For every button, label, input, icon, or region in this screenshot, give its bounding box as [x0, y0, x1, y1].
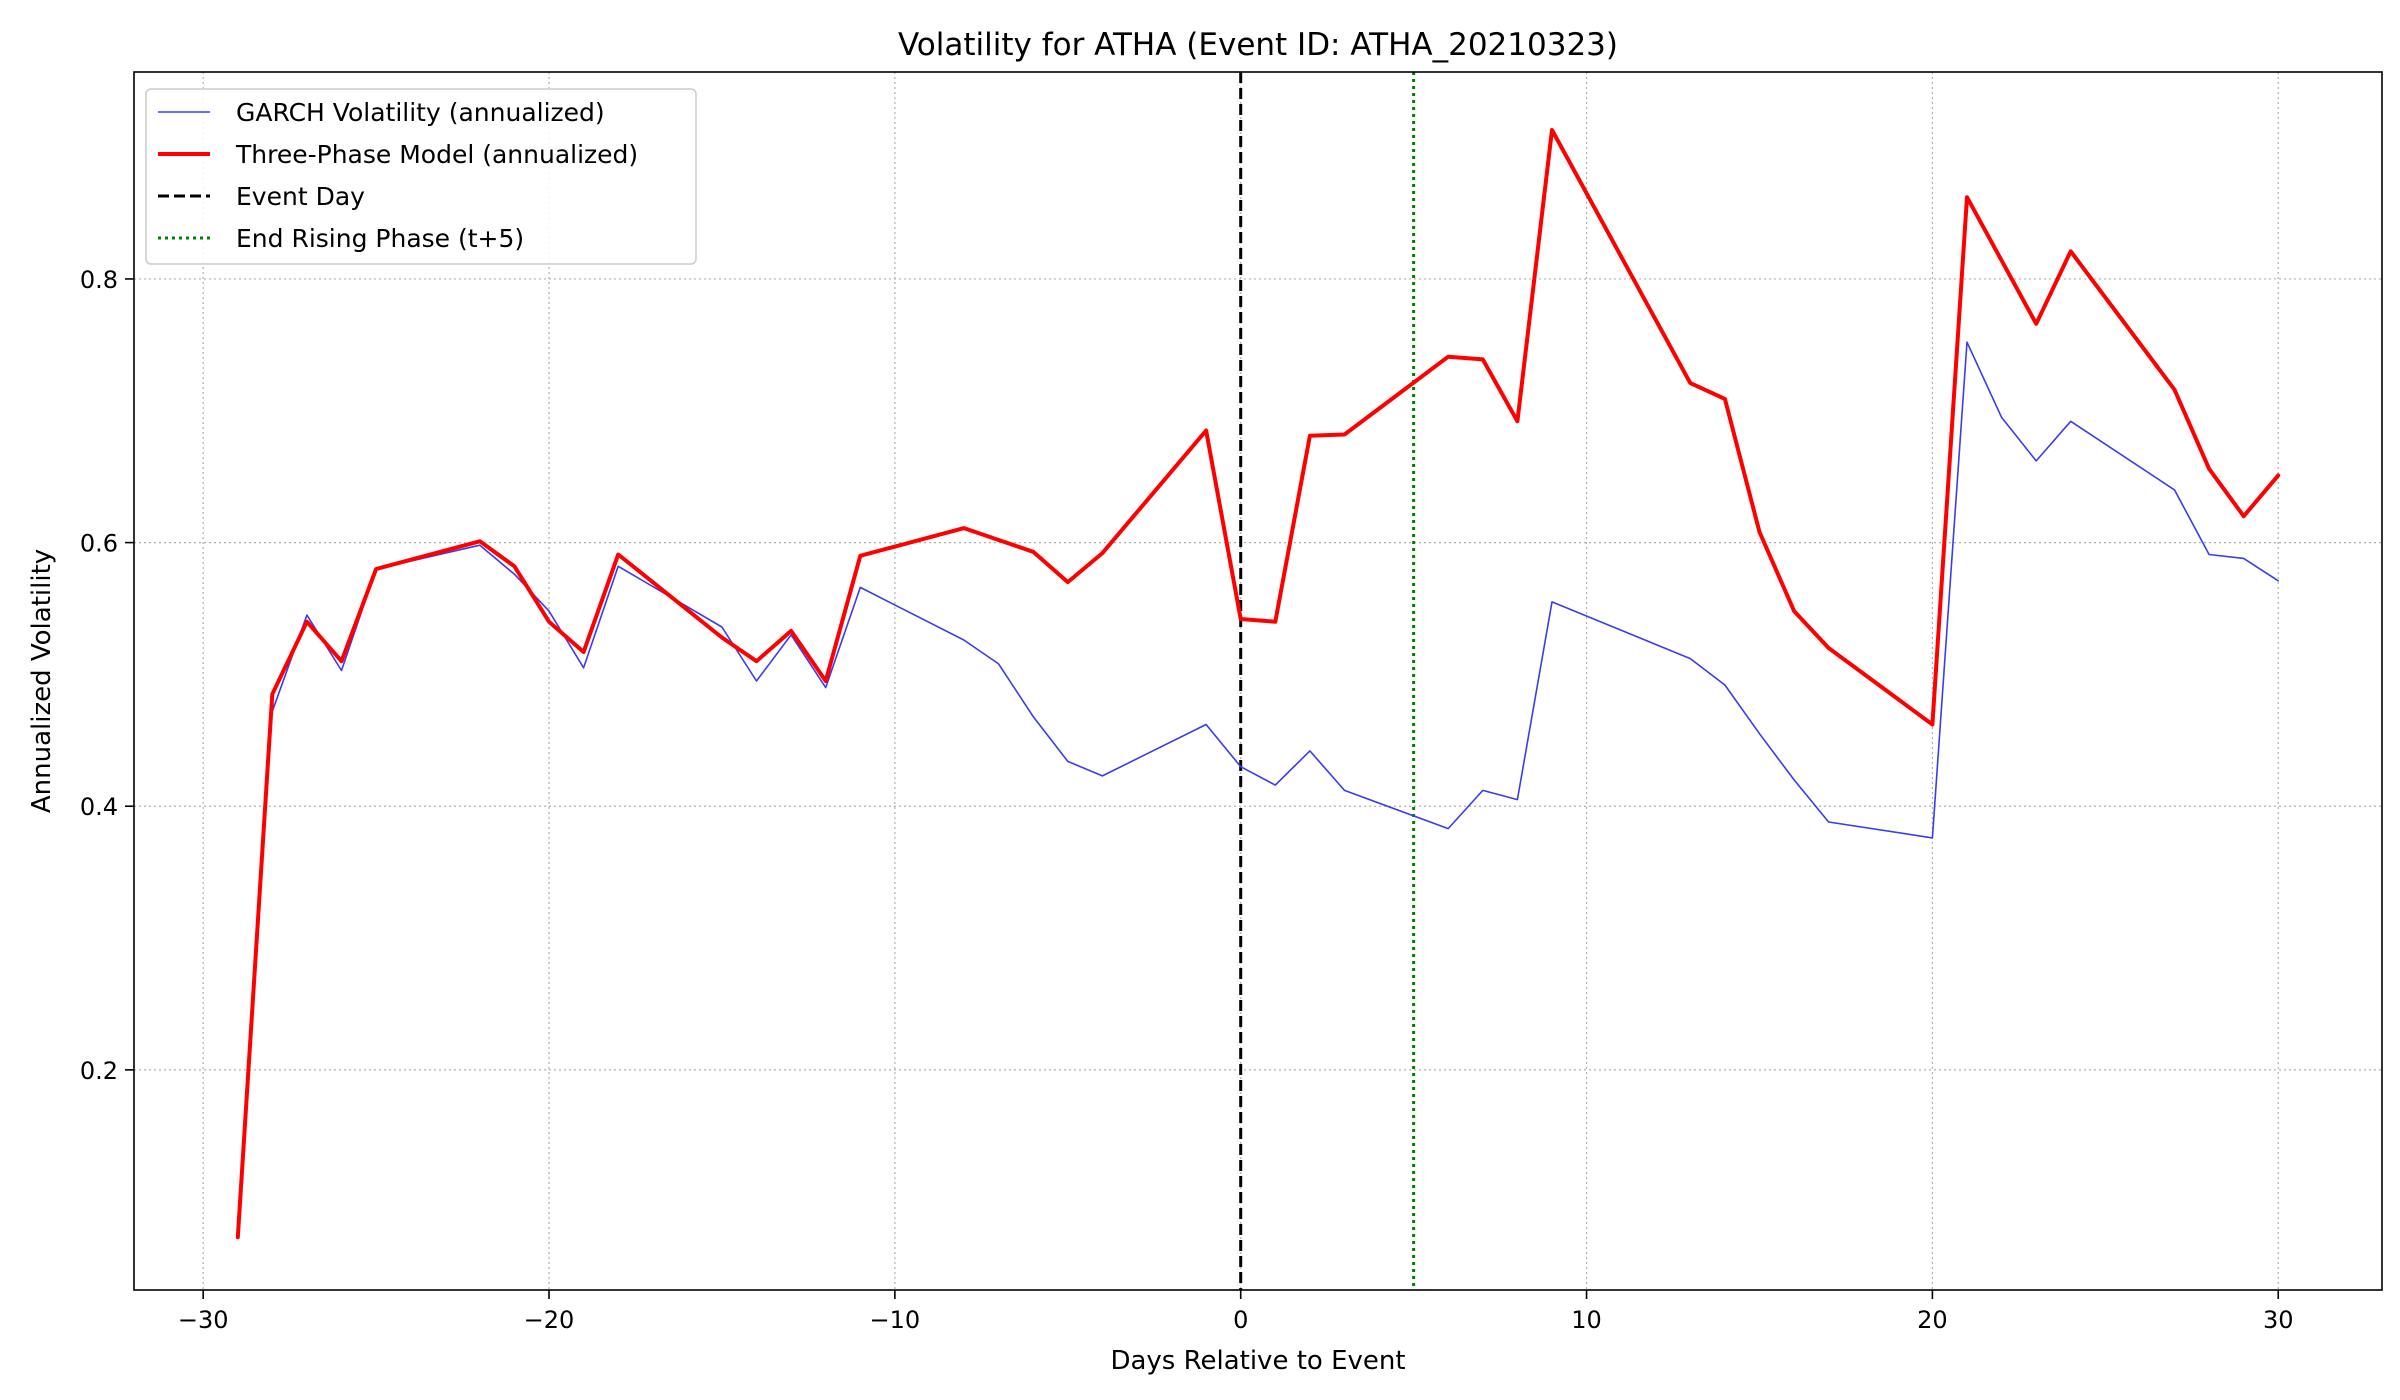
x-axis-label: Days Relative to Event — [1110, 1346, 1405, 1376]
y-axis-label: Annualized Volatility — [27, 549, 57, 813]
y-tick-label: 0.6 — [80, 530, 118, 558]
y-tick-label: 0.8 — [80, 266, 118, 294]
three-phase-model-line — [235, 128, 2281, 1240]
legend-label-event-day: Event Day — [236, 182, 365, 211]
legend-label-end-rising-phase: End Rising Phase (t+5) — [236, 224, 524, 253]
chart-title: Volatility for ATHA (Event ID: ATHA_2021… — [898, 27, 1618, 63]
legend-box — [145, 88, 697, 265]
x-tick-label: −10 — [870, 1306, 921, 1334]
x-tick-label: 30 — [2263, 1306, 2294, 1334]
legend-label-garch: GARCH Volatility (annualized) — [236, 98, 605, 127]
legend: GARCH Volatility (annualized) Three-Phas… — [145, 88, 697, 265]
x-tick-label: −20 — [524, 1306, 575, 1334]
plot-frame — [133, 71, 2383, 1291]
y-tick-label: 0.4 — [80, 793, 118, 821]
legend-label-three-phase: Three-Phase Model (annualized) — [235, 140, 638, 169]
x-tick-label: 0 — [1233, 1306, 1248, 1334]
x-tick-label: −30 — [178, 1306, 229, 1334]
axis-ticks: −30 −20 −10 0 10 20 30 0.2 0.4 0.6 0.8 — [80, 266, 2294, 1334]
y-tick-label: 0.2 — [80, 1057, 118, 1085]
x-tick-label: 20 — [1917, 1306, 1948, 1334]
garch-volatility-line — [271, 341, 2279, 839]
reference-lines — [1239, 72, 1416, 1290]
x-tick-label: 10 — [1571, 1306, 1602, 1334]
series-lines — [235, 128, 2281, 1240]
